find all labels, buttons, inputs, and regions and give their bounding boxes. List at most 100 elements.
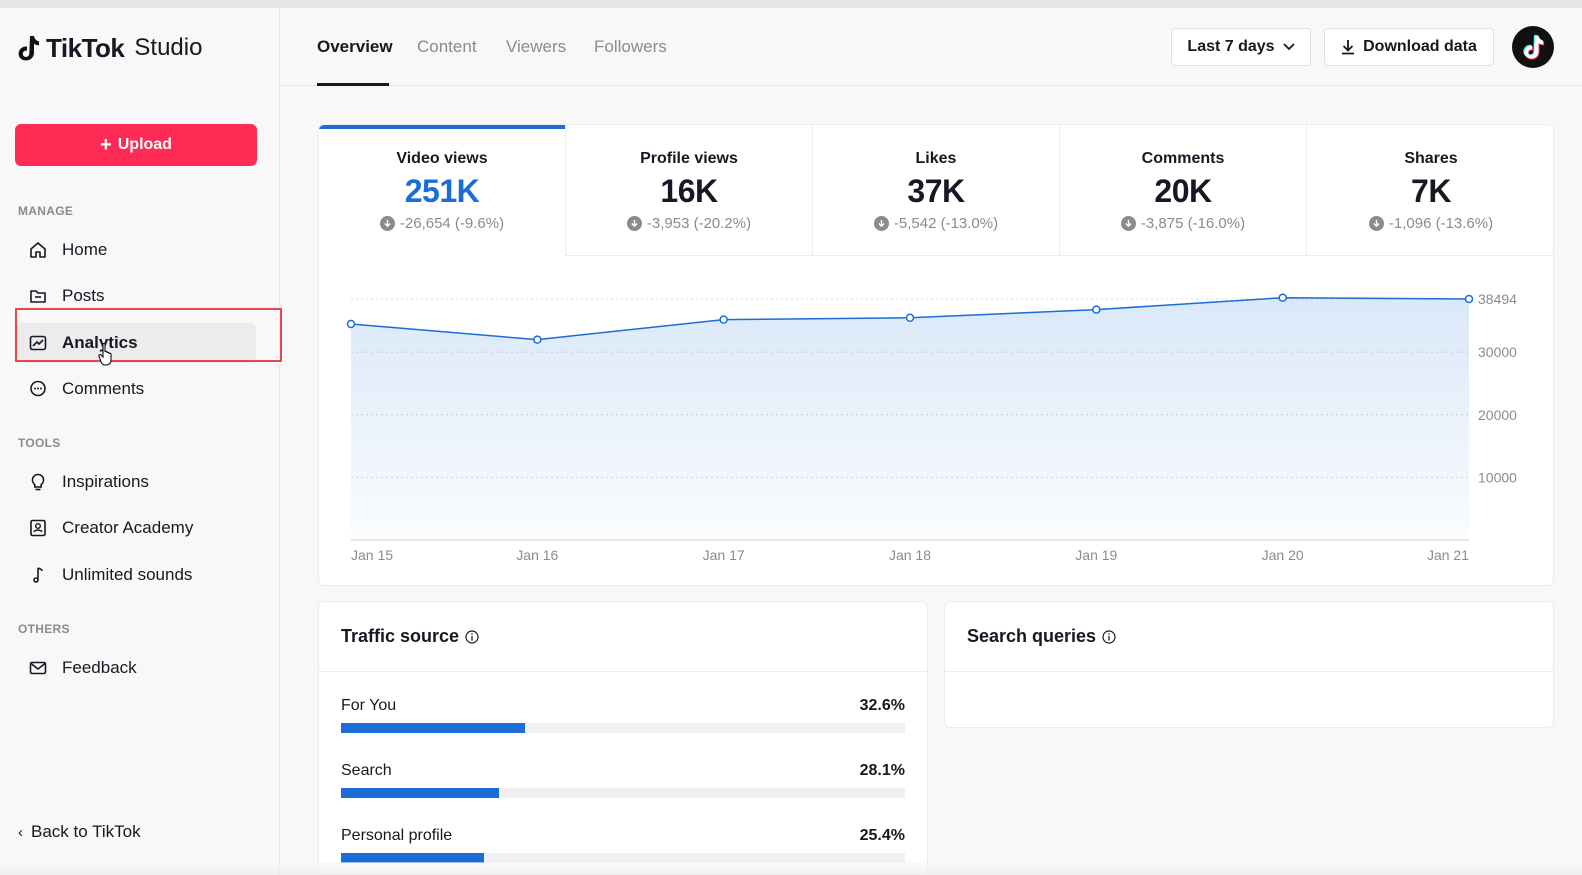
metric-label: Profile views <box>640 150 738 167</box>
download-label: Download data <box>1363 38 1477 55</box>
back-label: Back to TikTok <box>31 822 141 841</box>
sidebar-item-label: Comments <box>62 379 145 398</box>
tiktok-studio-logo[interactable]: TikTok Studio <box>16 32 202 64</box>
progress-fill <box>341 723 525 733</box>
bottom-edge <box>0 862 1582 875</box>
data-point <box>905 313 915 322</box>
metric-shares[interactable]: Shares 7K -1,096 (-13.6%) <box>1307 125 1553 256</box>
upload-label: Upload <box>117 136 172 153</box>
y-tick-label: 20000 <box>1478 407 1517 423</box>
search-queries-card: Search queries <box>944 601 1554 728</box>
data-point <box>1278 293 1287 302</box>
card-title-text: Traffic source <box>341 626 460 646</box>
overview-card: Video views 251K -26,654 (-9.6%) Profile… <box>318 124 1554 586</box>
tab-content[interactable]: Content <box>417 37 477 56</box>
x-tick-label: Jan 21 <box>1427 547 1469 563</box>
metric-delta-text: -3,953 (-20.2%) <box>646 215 752 232</box>
metric-video-views[interactable]: Video views 251K -26,654 (-9.6%) <box>319 125 566 256</box>
section-label-others: OTHERS <box>18 622 70 636</box>
comment-icon <box>30 380 46 397</box>
progress-track <box>341 853 905 863</box>
active-tab-indicator <box>317 83 389 86</box>
sidebar-item-posts[interactable]: Posts <box>16 276 256 316</box>
chevron-down-icon <box>1282 43 1295 51</box>
x-tick-label: Jan 20 <box>1262 547 1304 563</box>
series-area <box>351 297 1469 540</box>
sidebar-item-label: Inspirations <box>62 472 149 491</box>
metric-likes[interactable]: Likes 37K -5,542 (-13.0%) <box>813 125 1060 256</box>
back-to-tiktok-link[interactable]: ‹ Back to TikTok <box>18 822 141 842</box>
window-top-strip <box>0 0 1582 8</box>
arrow-down-circle-icon <box>379 216 395 231</box>
metric-value: 37K <box>907 173 965 209</box>
data-point <box>346 319 356 329</box>
traffic-source-name: Personal profile <box>341 827 453 844</box>
search-queries-title: Search queries <box>967 626 1116 647</box>
chevron-left-icon: ‹ <box>18 823 23 841</box>
info-icon[interactable] <box>465 629 479 644</box>
video-views-chart: 10000 20000 30000 38494 Jan 15 Jan 16 Jan 17 Ja… <box>346 291 1517 563</box>
data-point <box>533 335 542 344</box>
sidebar-item-label: Home <box>62 240 108 259</box>
traffic-source-pct: 25.4% <box>859 827 905 844</box>
plus-icon: + <box>100 134 112 156</box>
card-title-text: Search queries <box>967 626 1097 646</box>
x-tick-label: Jan 16 <box>516 547 558 563</box>
divider <box>319 671 927 672</box>
tab-viewers[interactable]: Viewers <box>506 37 567 56</box>
traffic-source-card: Traffic source For You 32.6% Search 28.1… <box>318 601 928 875</box>
y-tick-label: 30000 <box>1478 344 1517 360</box>
lightbulb-icon <box>31 473 45 491</box>
arrow-down-circle-icon <box>873 216 889 231</box>
traffic-source-pct: 28.1% <box>859 762 905 779</box>
arrow-down-circle-icon <box>1368 216 1384 231</box>
tab-followers[interactable]: Followers <box>594 37 667 56</box>
progress-fill <box>341 853 485 863</box>
metric-delta-text: -5,542 (-13.0%) <box>893 215 999 232</box>
upload-button[interactable]: + Upload <box>15 124 257 166</box>
traffic-source-pct: 32.6% <box>859 697 905 714</box>
sidebar: TikTok Studio + Upload MANAGE Home Posts… <box>0 8 280 875</box>
metric-label: Comments <box>1141 150 1225 167</box>
metric-profile-views[interactable]: Profile views 16K -3,953 (-20.2%) <box>566 125 813 256</box>
data-point <box>719 315 728 324</box>
y-tick-label: 10000 <box>1478 469 1517 485</box>
avatar[interactable] <box>1512 26 1554 68</box>
traffic-row-search: Search 28.1% <box>341 762 905 812</box>
x-tick-label: Jan 18 <box>889 547 931 563</box>
data-point <box>1092 305 1101 314</box>
metric-comments[interactable]: Comments 20K -3,875 (-16.0%) <box>1060 125 1307 256</box>
metric-value: 251K <box>404 173 480 209</box>
top-header: Overview Content Viewers Followers Last … <box>281 8 1582 86</box>
sidebar-item-creator-academy[interactable]: Creator Academy <box>16 508 256 548</box>
traffic-source-name: Search <box>341 762 392 779</box>
sidebar-item-home[interactable]: Home <box>16 230 256 270</box>
sidebar-item-comments[interactable]: Comments <box>16 369 256 409</box>
sidebar-item-label: Creator Academy <box>62 518 194 537</box>
download-data-button[interactable]: Download data <box>1324 28 1494 66</box>
metric-value: 20K <box>1154 173 1212 209</box>
metric-label: Likes <box>915 150 957 167</box>
sidebar-item-analytics[interactable]: Analytics <box>16 323 256 363</box>
divider <box>945 671 1553 672</box>
sidebar-item-unlimited-sounds[interactable]: Unlimited sounds <box>16 555 256 595</box>
sidebar-item-label: Unlimited sounds <box>62 565 193 584</box>
data-point <box>1464 294 1474 304</box>
sidebar-item-label: Posts <box>62 286 105 305</box>
info-icon[interactable] <box>1102 629 1116 644</box>
progress-track <box>341 788 905 798</box>
folder-icon <box>30 290 46 303</box>
date-range-dropdown[interactable]: Last 7 days <box>1171 28 1311 66</box>
music-note-icon <box>33 567 43 583</box>
tiktok-avatar-icon <box>1523 34 1545 60</box>
sidebar-item-feedback[interactable]: Feedback <box>16 648 256 688</box>
sidebar-item-inspirations[interactable]: Inspirations <box>16 462 256 502</box>
metric-value: 16K <box>660 173 718 209</box>
download-icon <box>1342 40 1355 55</box>
analytics-highlight-box <box>15 308 282 362</box>
arrow-down-circle-icon <box>1120 216 1136 231</box>
sidebar-item-label: Feedback <box>62 658 137 677</box>
brand-name: TikTok <box>46 32 125 63</box>
tab-overview[interactable]: Overview <box>317 37 393 56</box>
active-metric-indicator <box>319 125 565 129</box>
